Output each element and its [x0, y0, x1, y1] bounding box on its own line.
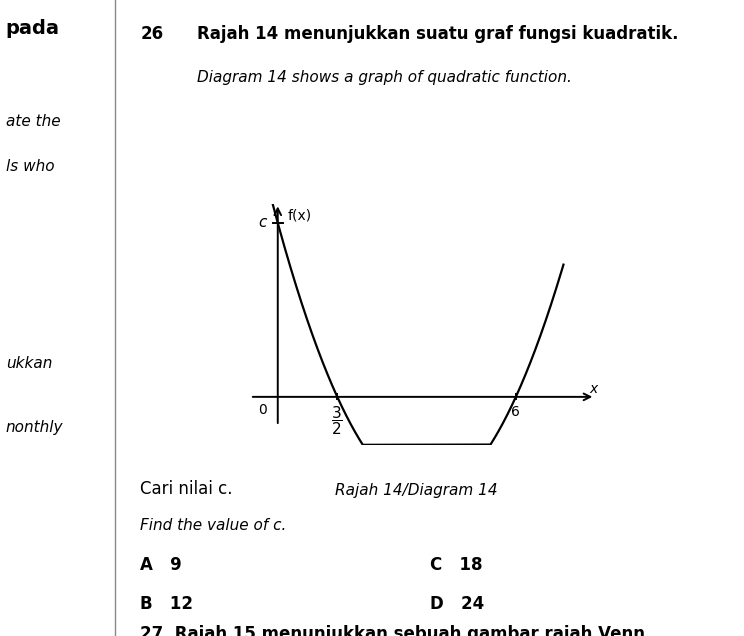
Text: nonthly: nonthly	[6, 420, 63, 435]
Text: D   24: D 24	[430, 595, 484, 612]
Text: x: x	[589, 382, 597, 396]
Text: c: c	[258, 216, 266, 230]
Text: A   9: A 9	[141, 556, 182, 574]
Text: Cari nilai c.: Cari nilai c.	[141, 480, 233, 498]
Text: 6: 6	[511, 404, 520, 418]
Text: 27  Rajah 15 menunjukkan sebuah gambar rajah Venn: 27 Rajah 15 menunjukkan sebuah gambar ra…	[141, 625, 646, 636]
Text: ate the: ate the	[6, 114, 60, 130]
Text: C   18: C 18	[430, 556, 482, 574]
Text: ls who: ls who	[6, 159, 54, 174]
Text: Diagram 14 shows a graph of quadratic function.: Diagram 14 shows a graph of quadratic fu…	[197, 70, 572, 85]
Text: 0: 0	[258, 403, 266, 417]
Text: Rajah 14/Diagram 14: Rajah 14/Diagram 14	[336, 483, 498, 499]
Text: Find the value of c.: Find the value of c.	[141, 518, 287, 534]
Text: pada: pada	[6, 19, 60, 38]
Text: Rajah 14 menunjukkan suatu graf fungsi kuadratik.: Rajah 14 menunjukkan suatu graf fungsi k…	[197, 25, 679, 43]
Text: $\dfrac{3}{2}$: $\dfrac{3}{2}$	[331, 404, 343, 438]
Text: ukkan: ukkan	[6, 356, 52, 371]
Text: 26: 26	[141, 25, 164, 43]
Text: f(x): f(x)	[288, 209, 312, 223]
Text: B   12: B 12	[141, 595, 193, 612]
